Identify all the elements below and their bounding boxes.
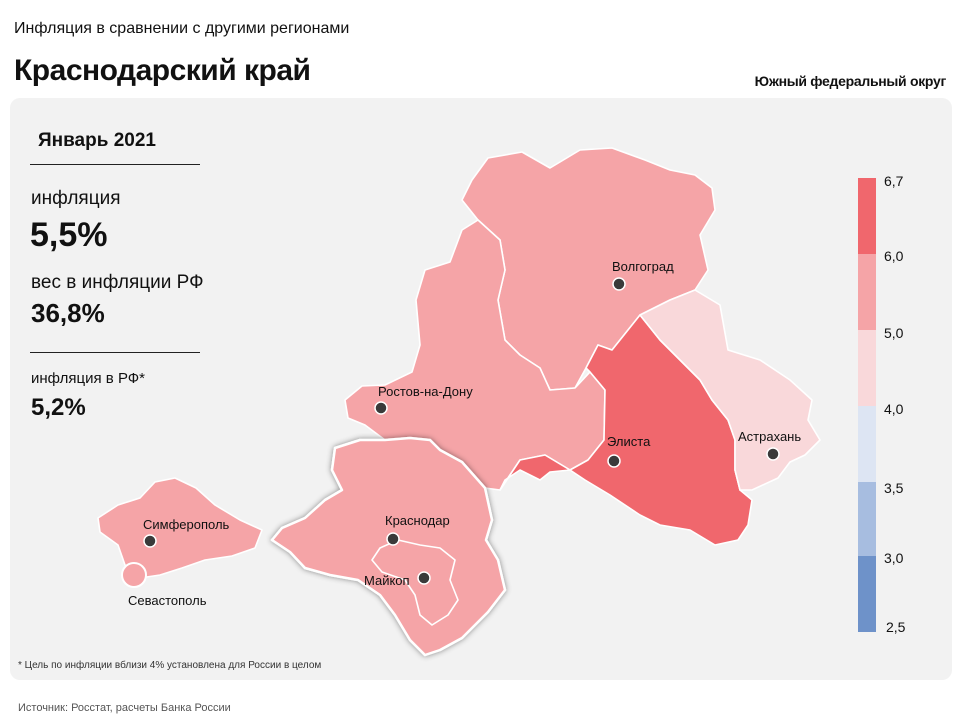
period-label: Январь 2021: [38, 130, 156, 151]
supertitle: Инфляция в сравнении с другими регионами: [14, 20, 350, 37]
divider-top: [30, 164, 200, 165]
region-adygea: [371, 539, 459, 626]
region-sevastopol: [121, 562, 147, 588]
city-marker-simferopol: Симферополь: [143, 517, 230, 548]
legend-tick-1: 6,0: [884, 248, 904, 264]
city-label-sevastopol: Севастополь: [128, 593, 207, 608]
city-label-krasnodar: Краснодар: [385, 513, 450, 528]
city-marker-krasnodar: Краснодар: [385, 513, 450, 546]
city-marker-elista: Элиста: [607, 434, 651, 468]
federal-district-label: Южный федеральный округ: [754, 73, 947, 89]
source-note: Источник: Росстат, расчеты Банка России: [18, 702, 231, 714]
rf-inflation-label: инфляция в РФ*: [31, 370, 146, 387]
legend-bin-4-5: [858, 330, 876, 406]
city-label-simferopol: Симферополь: [143, 517, 230, 532]
footnote: * Цель по инфляции вблизи 4% установлена…: [18, 660, 322, 671]
inflation-value: 5,5%: [30, 216, 108, 254]
city-marker-maykop: Майкоп: [364, 571, 431, 588]
region-crimea: [97, 477, 263, 579]
legend-tick-6: 2,5: [886, 619, 906, 635]
legend-color-bar: [858, 178, 876, 632]
city-marker-rostov: Ростов-на-Дону: [374, 384, 473, 415]
city-label-maykop: Майкоп: [364, 573, 410, 588]
city-label-volgograd: Волгоград: [612, 259, 674, 274]
city-label-rostov: Ростов-на-Дону: [378, 384, 473, 399]
page-title: Краснодарский край: [14, 54, 311, 87]
weight-value: 36,8%: [31, 298, 105, 328]
legend-tick-0: 6,7: [884, 173, 904, 189]
legend-tick-3: 4,0: [884, 401, 904, 417]
legend-tick-2: 5,0: [884, 325, 904, 341]
legend-bin-3-3_5: [858, 482, 876, 556]
legend-bin-5-6: [858, 254, 876, 330]
city-marker-volgograd: Волгоград: [612, 259, 674, 291]
city-marker-astrakhan: Астрахань: [738, 429, 801, 461]
inflation-label: инфляция: [31, 188, 121, 209]
divider-bottom: [30, 352, 200, 353]
city-label-elista: Элиста: [607, 434, 651, 449]
legend-tick-5: 3,0: [884, 550, 904, 566]
rf-inflation-value: 5,2%: [31, 394, 86, 421]
legend-tick-4: 3,5: [884, 480, 904, 496]
region-astrakhan: [639, 289, 821, 491]
legend-bin-2_5-3: [858, 556, 876, 632]
weight-label: вес в инфляции РФ: [31, 272, 204, 293]
legend-bin-6-7: [858, 178, 876, 254]
city-label-astrakhan: Астрахань: [738, 429, 801, 444]
legend-bin-3_5-4: [858, 406, 876, 482]
